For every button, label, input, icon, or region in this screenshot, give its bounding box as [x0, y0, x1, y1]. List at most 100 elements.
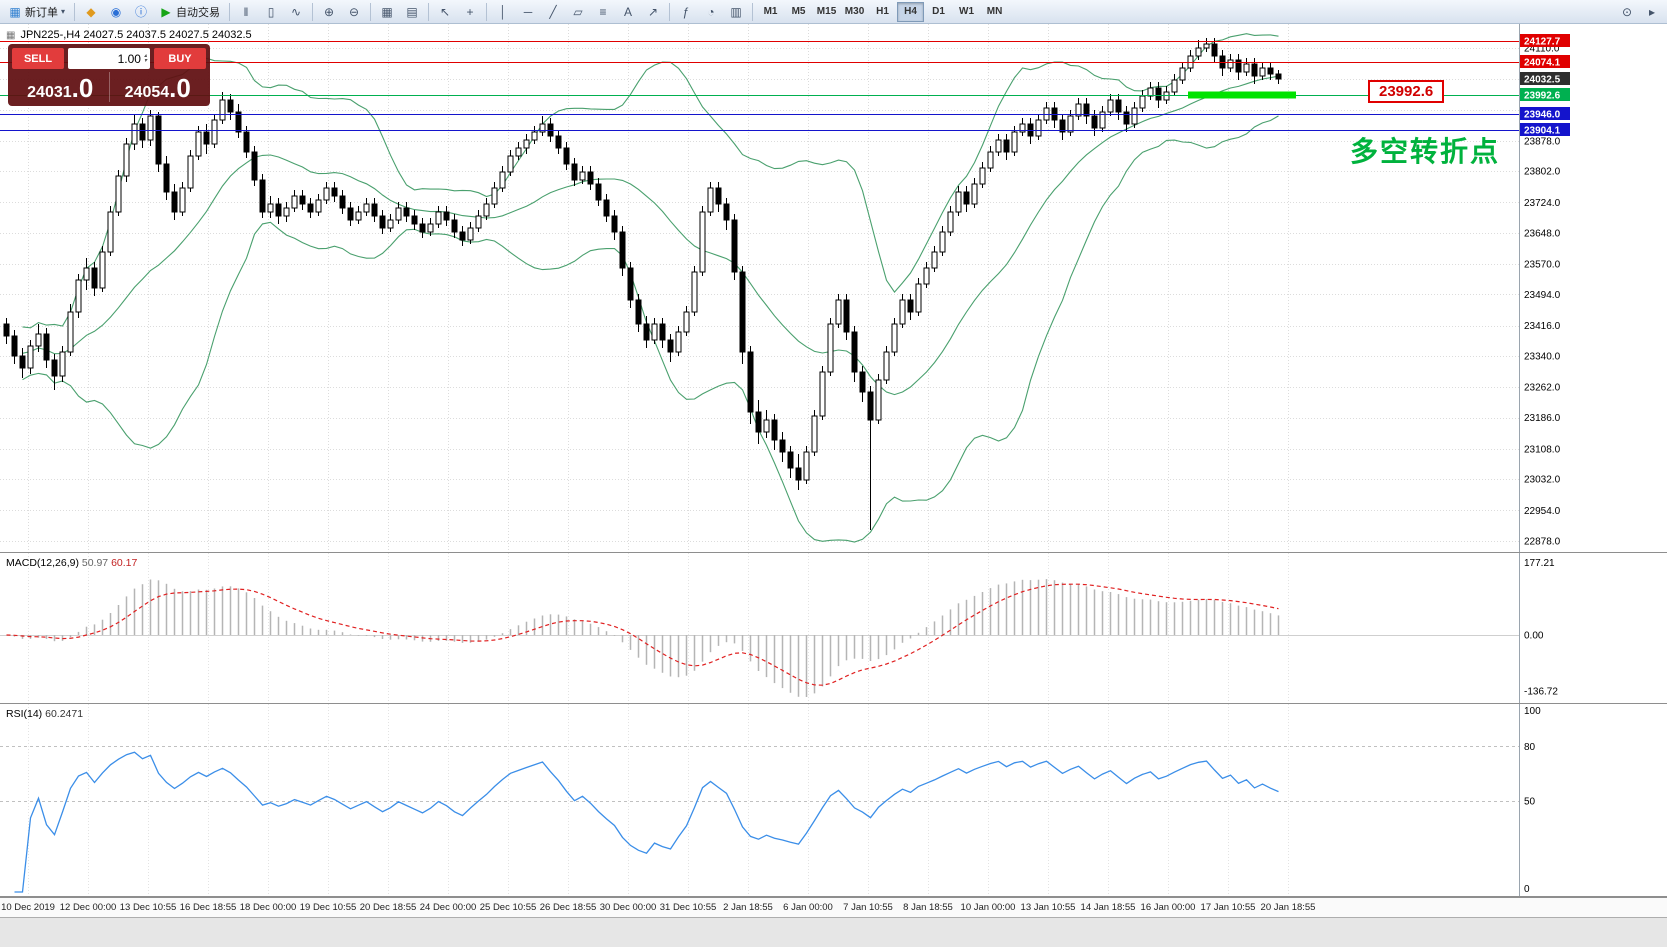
rsi-axis[interactable]: 100 80 50 0 [1519, 704, 1542, 896]
horizontal-line-button[interactable]: ─ [516, 2, 540, 22]
sell-button[interactable]: SELL [12, 48, 64, 69]
zoom-in-button[interactable]: ⊕ [317, 2, 341, 22]
search-button[interactable]: ⊙ [1615, 2, 1639, 22]
buy-button[interactable]: BUY [154, 48, 206, 69]
toolbar-separator [486, 2, 488, 21]
chart-bars-button[interactable]: ‖ [234, 2, 258, 22]
timeframe-m15-button[interactable]: M15 [813, 2, 840, 22]
price-axis-label: 23108.0 [1524, 444, 1561, 455]
time-label: 20 Dec 18:55 [359, 902, 417, 913]
time-axis[interactable]: 10 Dec 2019 12 Dec 00:00 13 Dec 10:55 16 De… [0, 897, 1667, 917]
price-callout: 23992.6 [1368, 80, 1445, 103]
toolbar-separator [428, 2, 430, 21]
indicators-button[interactable]: ƒ [674, 2, 698, 22]
chart-icon: ▦ [6, 29, 16, 41]
templates-button[interactable]: ▥ [724, 2, 748, 22]
rsi-pane[interactable]: 100 80 50 0 [0, 704, 1667, 896]
chart-window: 24110.0 23878.0 23802.0 23724.0 23648.0 23570… [0, 24, 1667, 947]
macd-pane[interactable]: 177.21 0.00 -136.72 [0, 553, 1667, 703]
timeframe-label: D1 [932, 6, 945, 17]
price-divider [108, 72, 110, 102]
cursor-button[interactable]: ↖ [433, 2, 457, 22]
time-label: 2 Jan 18:55 [723, 902, 773, 913]
svg-text:24032.5: 24032.5 [1524, 75, 1561, 86]
one-click-trading-panel: SELL 1.00 ▴ ▾ BUY 24031.0 24054.0 [8, 44, 210, 106]
price-axis-label: 23416.0 [1524, 321, 1561, 332]
highlight-segment[interactable] [1188, 91, 1296, 99]
horizontal-lines-layer[interactable] [0, 40, 1519, 132]
price-axis-label: 23494.0 [1524, 290, 1561, 301]
chart-candlesticks-button[interactable]: ▯ [259, 2, 283, 22]
svg-text:24074.1: 24074.1 [1524, 58, 1561, 69]
chart-bars-icon: ‖ [243, 4, 249, 19]
macd-axis-label: 177.21 [1524, 558, 1555, 569]
periods-button[interactable]: ◔ [699, 2, 723, 22]
timeframe-label: M30 [844, 6, 865, 17]
macd-histogram [13, 579, 1280, 697]
timeframe-h1-button[interactable]: H1 [869, 2, 896, 22]
horizontal-line-icon: ─ [523, 4, 533, 19]
chart-line-button[interactable]: ∿ [284, 2, 308, 22]
rsi-axis-label: 0 [1524, 884, 1530, 895]
chart-profiles-icon: ▤ [406, 4, 418, 19]
tile-windows-icon: ▦ [381, 4, 393, 19]
timeframe-m30-button[interactable]: M30 [841, 2, 868, 22]
time-label: 24 Dec 00:00 [419, 902, 477, 913]
time-label: 12 Dec 00:00 [59, 902, 117, 913]
quick-navigation-button[interactable]: ▸ [1640, 2, 1664, 22]
toolbar-separator [370, 2, 372, 21]
timeframe-h4-button[interactable]: H4 [897, 1, 925, 22]
info-button[interactable]: ⓘ [129, 2, 153, 22]
macd-axis[interactable]: 177.21 0.00 -136.72 [1519, 553, 1559, 703]
auto-trading-button[interactable]: ▶ 自动交易 [154, 2, 225, 22]
pane-splitter[interactable] [0, 552, 1667, 553]
toolbar-separator [229, 2, 231, 21]
trendline-icon: ╱ [549, 4, 557, 19]
time-label: 20 Jan 18:55 [1260, 902, 1316, 913]
price-axis[interactable]: 24110.0 23878.0 23802.0 23724.0 23648.0 23570… [1519, 24, 1571, 552]
time-label: 10 Jan 00:00 [960, 902, 1016, 913]
community-icon: ◉ [110, 4, 122, 19]
time-label: 16 Jan 00:00 [1140, 902, 1196, 913]
zoom-out-button[interactable]: ⊖ [342, 2, 366, 22]
chart-profiles-button[interactable]: ▤ [400, 2, 424, 22]
timeframe-m1-button[interactable]: M1 [757, 2, 784, 22]
trendline-button[interactable]: ╱ [541, 2, 565, 22]
volume-field[interactable]: 1.00 ▴ ▾ [68, 48, 150, 69]
volume-down-icon[interactable]: ▾ [143, 57, 147, 64]
arrow-objects-button[interactable]: ↗ [641, 2, 665, 22]
community-button[interactable]: ◉ [104, 2, 128, 22]
timeframe-mn-button[interactable]: MN [981, 2, 1008, 22]
timeframe-m5-button[interactable]: M5 [785, 2, 812, 22]
volume-spinner[interactable]: ▴ ▾ [143, 52, 147, 64]
volume-up-icon[interactable]: ▴ [143, 52, 147, 59]
bollinger-bands [22, 33, 1279, 543]
fibonacci-button[interactable]: ≡ [591, 2, 615, 22]
main-chart-pane[interactable]: 24110.0 23878.0 23802.0 23724.0 23648.0 23570… [0, 24, 1667, 552]
time-label: 31 Dec 10:55 [659, 902, 717, 913]
text-label-button[interactable]: A [616, 2, 640, 22]
channel-button[interactable]: ▱ [566, 2, 590, 22]
new-order-button[interactable]: ▦ 新订单 ▾ [3, 2, 70, 22]
timeframe-d1-button[interactable]: D1 [925, 2, 952, 22]
price-axis-label: 23340.0 [1524, 352, 1561, 363]
new-order-icon: ▦ [9, 4, 21, 19]
crosshair-button[interactable]: + [458, 2, 482, 22]
price-axis-label: 24110.0 [1524, 44, 1560, 55]
arrow-objects-icon: ↗ [647, 4, 659, 19]
bollinger-upper-band [22, 33, 1279, 329]
info-icon: ⓘ [135, 4, 148, 19]
timeframe-w1-button[interactable]: W1 [953, 2, 980, 22]
tile-windows-button[interactable]: ▦ [375, 2, 399, 22]
macd-indicator-label: MACD(12,26,9) 50.97 60.17 [6, 557, 138, 569]
timeframe-label: W1 [959, 6, 975, 17]
chart-line-icon: ∿ [290, 4, 302, 19]
vertical-line-button[interactable]: │ [491, 2, 515, 22]
vertical-line-icon: │ [499, 4, 507, 19]
price-axis-label: 23802.0 [1524, 167, 1561, 178]
rsi-axis-label: 80 [1524, 742, 1536, 753]
rsi-axis-label: 50 [1524, 797, 1536, 808]
pane-splitter[interactable] [0, 703, 1667, 704]
metaeditor-button[interactable]: ◆ [79, 2, 103, 22]
